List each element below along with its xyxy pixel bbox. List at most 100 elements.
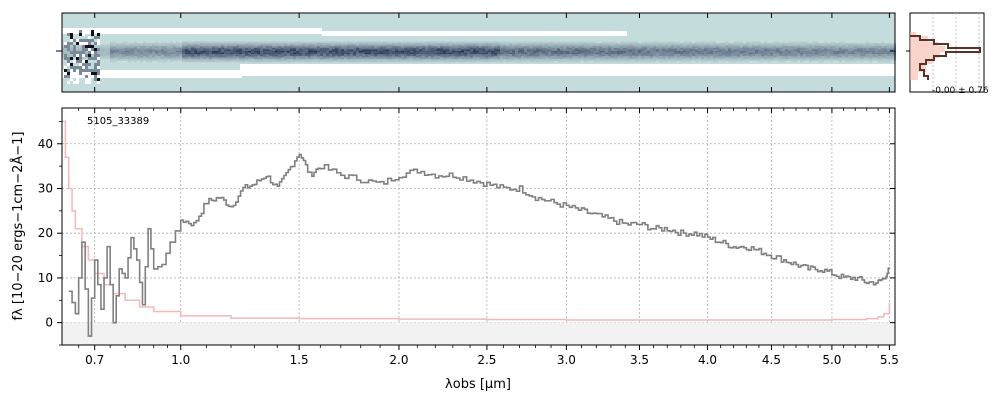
spectrum-2d-pixel: [815, 53, 818, 55]
spectrum-2d-pixel: [512, 46, 515, 48]
spectrum-2d-pixel: [509, 41, 512, 43]
spectrum-2d-pixel: [626, 46, 629, 48]
spectrum-2d-pixel: [422, 46, 425, 48]
spectrum-2d-pixel: [470, 43, 473, 45]
spectrum-2d-pixel: [749, 45, 752, 47]
spectrum-2d-pixel: [671, 45, 674, 47]
spectrum-2d-pixel: [683, 61, 686, 63]
spectrum-2d-pixel: [122, 56, 125, 58]
spectrum-2d-pixel: [494, 41, 497, 43]
spectrum-2d-pixel: [557, 51, 560, 53]
spectrum-2d-noise: [85, 48, 88, 51]
spectrum-2d-pixel: [242, 56, 245, 58]
spectrum-2d-pixel: [215, 43, 218, 45]
spectrum-2d-pixel: [164, 61, 167, 63]
spectrum-2d-pixel: [221, 45, 224, 47]
spectrum-2d-pixel: [887, 45, 890, 47]
spectrum-2d-pixel: [563, 49, 566, 51]
spectrum-2d-pixel: [824, 51, 827, 53]
spectrum-2d-pixel: [329, 54, 332, 56]
spectrum-2d-pixel: [428, 61, 431, 63]
spectrum-2d-pixel: [248, 54, 251, 56]
spectrum-2d-pixel: [611, 43, 614, 45]
spectrum-2d-noise: [67, 63, 70, 66]
spectrum-2d-pixel: [335, 46, 338, 48]
spectrum-2d-pixel: [365, 48, 368, 50]
spectrum-2d-pixel: [467, 51, 470, 53]
spectrum-2d-pixel: [353, 46, 356, 48]
spectrum-2d-pixel: [776, 49, 779, 51]
spectrum-2d-pixel: [584, 46, 587, 48]
spectrum-2d-pixel: [335, 53, 338, 55]
spectrum-2d-pixel: [773, 54, 776, 56]
spectrum-2d-pixel: [173, 56, 176, 58]
spectrum-2d-pixel: [458, 61, 461, 63]
spectrum-2d-pixel: [545, 59, 548, 61]
spectrum-2d-pixel: [302, 46, 305, 48]
spectrum-2d-pixel: [290, 51, 293, 53]
spectrum-2d-pixel: [542, 46, 545, 48]
spectrum-2d-pixel: [326, 43, 329, 45]
spectrum-2d-pixel: [128, 61, 131, 63]
spectrum-2d-pixel: [551, 54, 554, 56]
spectrum-2d-pixel: [359, 57, 362, 59]
spectrum-2d-pixel: [563, 41, 566, 43]
spectrum-2d-pixel: [374, 53, 377, 55]
spectrum-2d-noise: [67, 45, 70, 48]
spectrum-2d-pixel: [434, 56, 437, 58]
spectrum-2d-pixel: [344, 45, 347, 47]
spectrum-2d-pixel: [734, 59, 737, 61]
spectrum-2d-pixel: [674, 48, 677, 50]
spectrum-2d-pixel: [431, 61, 434, 63]
spectrum-2d-pixel: [596, 43, 599, 45]
spectrum-2d-pixel: [593, 51, 596, 53]
spectrum-2d-pixel: [416, 59, 419, 61]
spectrum-2d-pixel: [518, 43, 521, 45]
spectrum-2d-pixel: [107, 45, 110, 47]
spectrum-2d-pixel: [356, 45, 359, 47]
spectrum-2d-pixel: [161, 57, 164, 59]
spectrum-2d-pixel: [797, 59, 800, 61]
spectrum-2d-pixel: [620, 54, 623, 56]
spectrum-2d-pixel: [290, 46, 293, 48]
spectrum-2d-pixel: [155, 54, 158, 56]
spectrum-2d-pixel: [437, 54, 440, 56]
spectrum-2d-pixel: [497, 48, 500, 50]
spectrum-2d-pixel: [455, 48, 458, 50]
spectrum-2d-pixel: [332, 51, 335, 53]
spectrum-2d-pixel: [686, 48, 689, 50]
spectrum-2d-pixel: [200, 54, 203, 56]
spectrum-2d-pixel: [158, 57, 161, 59]
spectrum-2d-pixel: [128, 46, 131, 48]
spectrum-2d-pixel: [704, 43, 707, 45]
spectrum-2d-pixel: [239, 49, 242, 51]
spectrum-2d-pixel: [116, 46, 119, 48]
spectrum-2d-pixel: [134, 53, 137, 55]
spectrum-2d-pixel: [122, 45, 125, 47]
spectrum-2d-pixel: [698, 53, 701, 55]
spectrum-2d-pixel: [140, 59, 143, 61]
spectrum-2d-pixel: [203, 46, 206, 48]
spectrum-2d-pixel: [797, 43, 800, 45]
spectrum-2d-pixel: [653, 51, 656, 53]
profile-plot: [906, 13, 980, 92]
spectrum-2d-pixel: [305, 45, 308, 47]
spectrum-2d-pixel: [782, 59, 785, 61]
spectrum-2d-pixel: [332, 57, 335, 59]
spectrum-2d-pixel: [380, 56, 383, 58]
spectrum-2d-pixel: [449, 45, 452, 47]
spectrum-2d-pixel: [344, 49, 347, 51]
spectrum-2d-pixel: [428, 57, 431, 59]
spectrum-2d-pixel: [212, 49, 215, 51]
spectrum-2d-pixel: [572, 45, 575, 47]
spectrum-2d-pixel: [800, 41, 803, 43]
spectrum-2d-pixel: [281, 49, 284, 51]
spectrum-2d-pixel: [521, 54, 524, 56]
spectrum-2d-pixel: [776, 56, 779, 58]
spectrum-2d-pixel: [350, 45, 353, 47]
spectrum-2d-pixel: [845, 59, 848, 61]
spectrum-2d-pixel: [101, 49, 104, 51]
spectrum-2d-pixel: [779, 54, 782, 56]
spectrum-2d-pixel: [338, 49, 341, 51]
spectrum-2d-pixel: [647, 43, 650, 45]
